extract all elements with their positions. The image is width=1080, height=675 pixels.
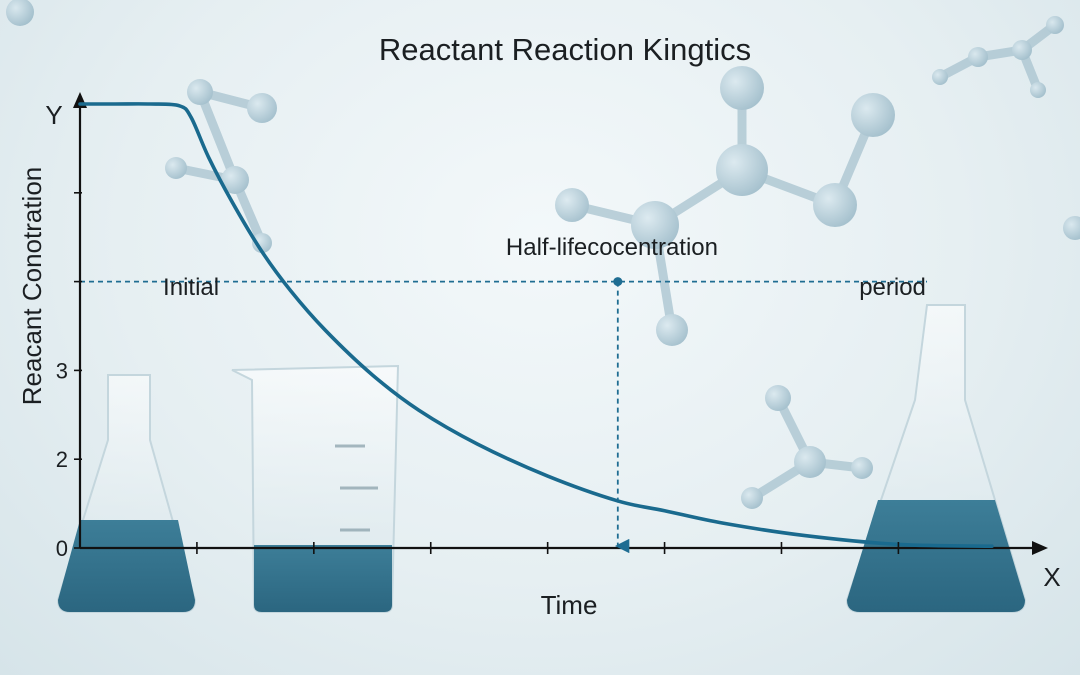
annotations: Initial Half-lifecocentration period (163, 234, 926, 301)
y-tick-label: 2 (56, 447, 68, 472)
annotation-label: Half-lifecocentration (506, 234, 718, 261)
right-flask-icon (845, 304, 1027, 613)
ticks: 0 2 3 (56, 192, 900, 561)
chart-title: Reactant Reaction Kingtics (379, 32, 751, 67)
y-axis-label: Reacant Conotration (17, 167, 47, 405)
x-axis-letter: X (1043, 562, 1060, 592)
y-tick-label: 3 (56, 358, 68, 383)
axes (73, 92, 1048, 555)
half-life-point (613, 277, 623, 287)
axis-labels: Time Reacant Conotration X Y (17, 100, 1061, 620)
y-tick-label: 0 (56, 536, 68, 561)
y-axis-letter: Y (45, 100, 62, 130)
annotation-label: period (859, 274, 926, 301)
series-group (78, 102, 994, 549)
molecule-decoration (6, 0, 1080, 509)
series-line-0 (78, 102, 994, 549)
x-axis-arrow-icon (1032, 541, 1048, 555)
left-flask-icon (56, 374, 197, 613)
reaction-kinetics-chart: Reactant Reaction Kingtics 0 2 3 Time Reaca… (17, 32, 1061, 620)
annotation-label: Initial (163, 274, 219, 301)
lab-glassware-decoration (56, 304, 1027, 613)
beaker-icon (231, 364, 400, 613)
x-axis-label: Time (541, 590, 598, 620)
half-life-reference (80, 277, 927, 554)
